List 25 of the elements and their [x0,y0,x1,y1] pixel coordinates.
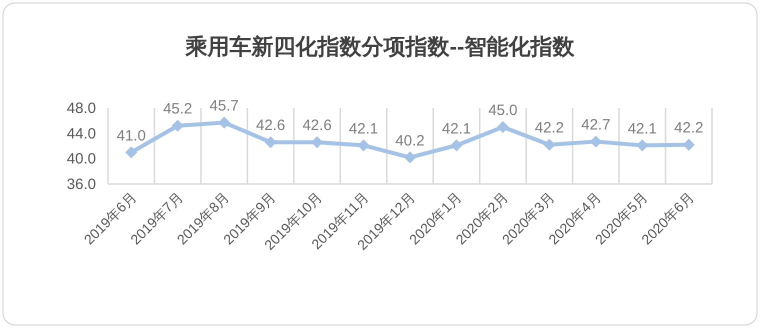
point [496,121,509,133]
data-label: 42.2 [534,120,564,137]
y-tick-label: 44.0 [66,125,96,142]
data-label: 42.1 [348,120,378,138]
chart-title: 乘用车新四化指数分项指数--智能化指数 [184,34,576,59]
data-label: 42.1 [628,120,657,138]
data-label: 41.0 [116,127,146,144]
point [404,151,416,164]
data-label: 45.0 [488,102,518,119]
y-tick-label: 48.0 [66,100,96,117]
data-label: 42.2 [674,120,704,137]
point [218,116,230,129]
point [125,146,138,158]
y-tick-label: 40.0 [66,150,96,168]
data-label: 42.6 [256,117,286,134]
data-label: 42.6 [302,117,332,134]
data-label: 40.2 [395,132,425,150]
data-label: 42.7 [581,116,610,134]
data-label: 45.2 [163,100,192,118]
data-label: 45.7 [210,98,239,115]
point [358,139,370,152]
point [450,139,462,152]
data-label: 42.1 [442,120,472,138]
y-tick-label: 36.0 [66,176,96,193]
point [543,138,556,151]
